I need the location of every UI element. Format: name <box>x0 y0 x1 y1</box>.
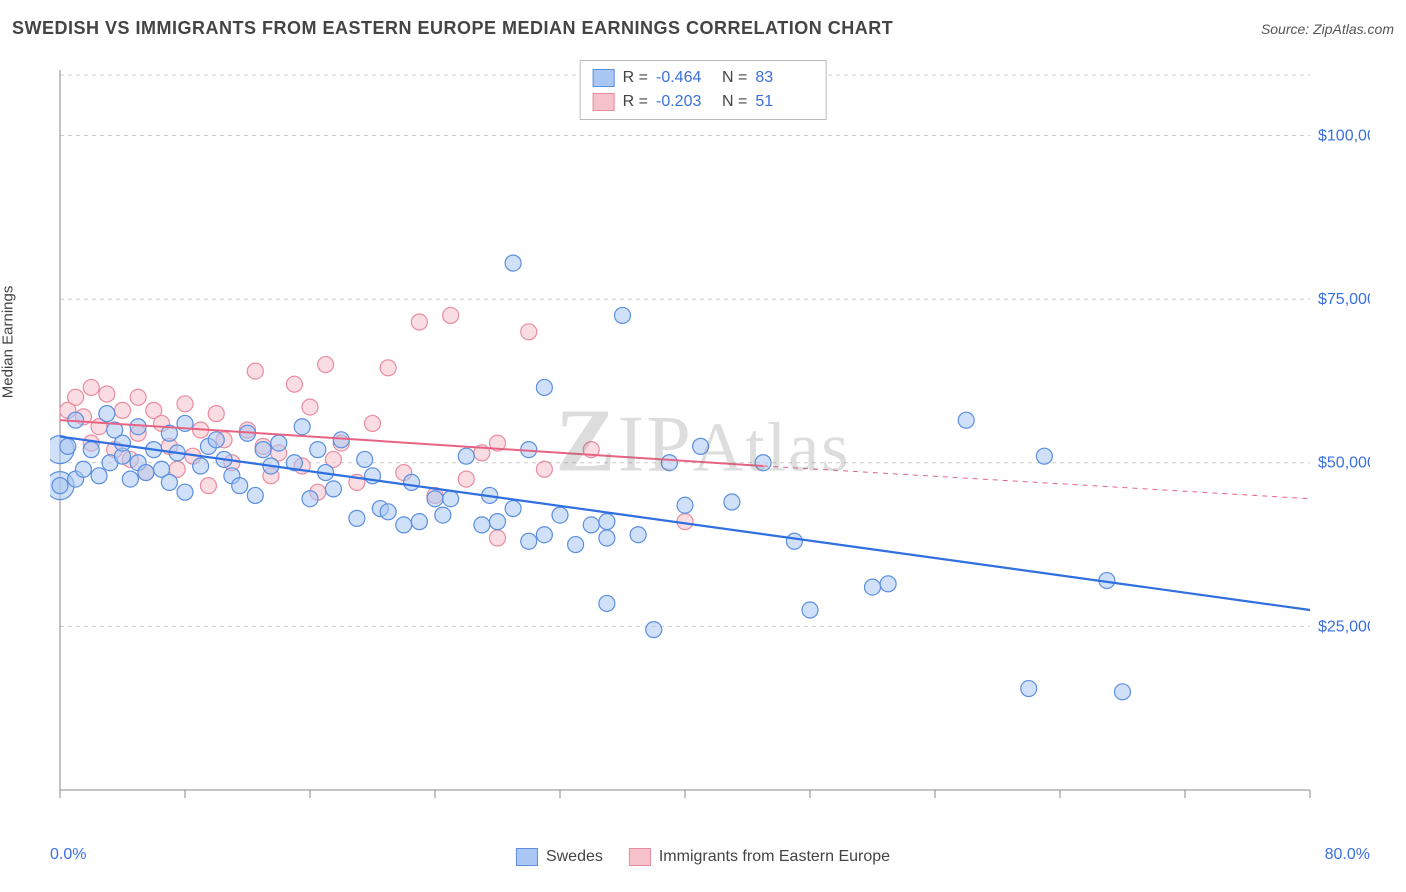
chart-title: SWEDISH VS IMMIGRANTS FROM EASTERN EUROP… <box>12 18 893 39</box>
n-value-swedes: 83 <box>755 66 813 90</box>
correlation-legend: R = -0.464 N = 83 R = -0.203 N = 51 <box>580 60 827 120</box>
chart-header: SWEDISH VS IMMIGRANTS FROM EASTERN EUROP… <box>12 18 1394 39</box>
r-label: R = <box>623 90 648 114</box>
svg-text:$75,000: $75,000 <box>1318 291 1370 308</box>
n-label: N = <box>722 66 747 90</box>
y-axis-label: Median Earnings <box>0 286 17 399</box>
n-label: N = <box>722 90 747 114</box>
svg-text:$50,000: $50,000 <box>1318 455 1370 472</box>
swatch-swedes <box>593 69 615 87</box>
n-value-immigrants: 51 <box>755 90 813 114</box>
svg-text:$100,000: $100,000 <box>1318 127 1370 144</box>
x-axis-labels: 0.0% 80.0% <box>50 846 1370 864</box>
legend-row-immigrants: R = -0.203 N = 51 <box>593 90 814 114</box>
legend-row-swedes: R = -0.464 N = 83 <box>593 66 814 90</box>
source-label: Source: ZipAtlas.com <box>1261 21 1394 37</box>
r-value-swedes: -0.464 <box>656 66 714 90</box>
x-tick-min: 0.0% <box>50 846 86 864</box>
scatter-plot-svg: $25,000 $50,000 $75,000 $100,000 <box>50 60 1370 820</box>
r-label: R = <box>623 66 648 90</box>
svg-text:$25,000: $25,000 <box>1318 618 1370 635</box>
r-value-immigrants: -0.203 <box>656 90 714 114</box>
swatch-immigrants <box>593 93 615 111</box>
x-tick-max: 80.0% <box>1325 846 1370 864</box>
chart-area: $25,000 $50,000 $75,000 $100,000 <box>50 60 1370 820</box>
